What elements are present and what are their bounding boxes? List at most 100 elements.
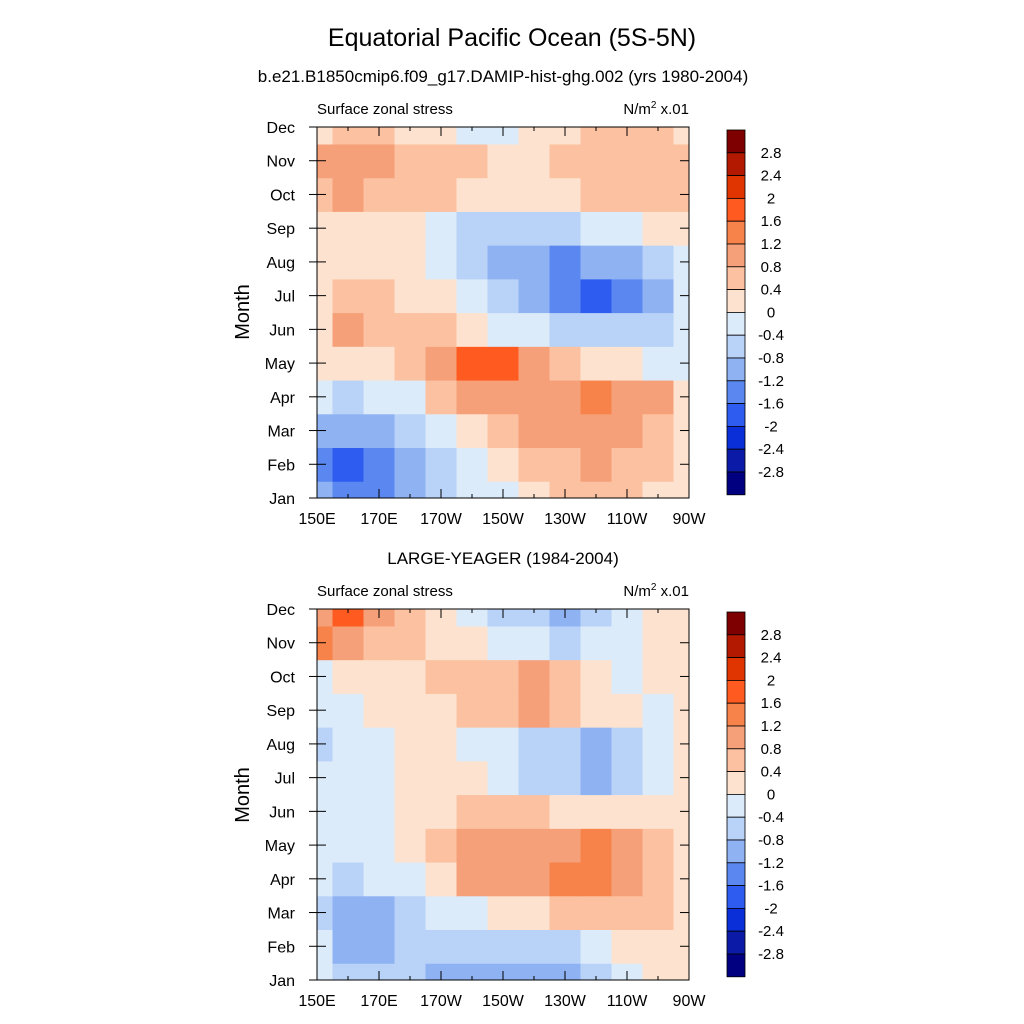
heatmap-cell — [580, 379, 613, 415]
heatmap-cell — [363, 346, 396, 381]
heatmap-cell — [642, 379, 675, 415]
colorbar-box — [726, 748, 746, 772]
heatmap-cell — [456, 413, 489, 449]
colorbar-label: 1.2 — [761, 236, 782, 253]
heatmap-cell — [642, 245, 675, 280]
x-tick-label: 150E — [298, 511, 335, 528]
heatmap-cell — [425, 211, 458, 246]
heatmap-cell — [332, 895, 365, 931]
heatmap-cell — [611, 177, 644, 212]
heatmap-cell — [317, 609, 334, 627]
heatmap-cell — [580, 127, 613, 145]
colorbar-box — [726, 403, 746, 427]
heatmap-cell — [332, 245, 365, 280]
heatmap-cell — [394, 794, 427, 829]
heatmap-cell — [363, 211, 396, 246]
colorbar-box — [726, 702, 746, 727]
heatmap-cell — [394, 447, 427, 482]
heatmap-cell — [611, 828, 644, 863]
heatmap-cell — [425, 895, 458, 931]
heatmap-cell — [394, 312, 427, 347]
colorbar-label: 1.6 — [761, 695, 782, 712]
heatmap-cell — [518, 278, 551, 314]
heatmap-cell — [363, 447, 396, 482]
y-tick-label: Feb — [267, 457, 295, 474]
heatmap-cell — [394, 659, 427, 694]
colorbar-label: 0.4 — [761, 764, 782, 781]
colorbar-label: -1.6 — [758, 878, 784, 895]
heatmap-cell — [642, 447, 675, 482]
colorbar-label: -2 — [764, 900, 777, 917]
colorbar-label: 0.4 — [761, 282, 782, 299]
heatmap-cell — [456, 346, 489, 381]
heatmap-cell — [611, 211, 644, 246]
heatmap-cell — [425, 828, 458, 863]
heatmap-cell — [549, 929, 582, 964]
heatmap-cell — [363, 861, 396, 897]
heatmap-cell — [642, 481, 675, 498]
colorbar-label: 2.8 — [761, 627, 782, 644]
y-tick-label: Dec — [267, 602, 295, 619]
y-tick-label: Jun — [269, 322, 295, 339]
plot-area: 150E 170E 170W 150W 130W 110W 90W Jan Feb Mar Apr M… — [265, 120, 707, 528]
heatmap-cell — [611, 143, 644, 179]
heatmap-cell — [642, 143, 675, 179]
heatmap-cell — [456, 312, 489, 347]
heatmap-cell — [363, 693, 396, 728]
heatmap-cell — [518, 659, 551, 694]
heatmap-cell — [549, 413, 582, 449]
heatmap-cell — [394, 346, 427, 381]
heatmap-cell — [580, 481, 613, 498]
heatmap-cell — [332, 929, 365, 964]
colorbar-label: 1.6 — [761, 213, 782, 230]
heatmap-cell — [642, 312, 675, 347]
heatmap-cells — [317, 609, 689, 980]
heatmap-cell — [518, 760, 551, 796]
heatmap-cell — [518, 929, 551, 964]
heatmap-cell — [332, 177, 365, 212]
colorbar-box — [726, 152, 746, 177]
heatmap-cell — [317, 481, 334, 498]
heatmap-cell — [394, 379, 427, 415]
colorbar-label: 2.4 — [761, 168, 782, 185]
colorbar-box — [726, 885, 746, 909]
heatmap-cell — [642, 609, 675, 627]
heatmap-cell — [332, 278, 365, 314]
heatmap-cell — [363, 727, 396, 762]
y-tick-label: Jul — [275, 771, 295, 788]
heatmap-cell — [456, 447, 489, 482]
heatmap-cell — [642, 625, 675, 661]
heatmap-cell — [425, 143, 458, 179]
heatmap-cell — [487, 211, 520, 246]
colorbar-label: 2.8 — [761, 145, 782, 162]
heatmap-cell — [518, 127, 551, 145]
heatmap-cell — [549, 211, 582, 246]
heatmap-cell — [332, 828, 365, 863]
colorbar-label: 0 — [767, 304, 775, 321]
heatmap-cell — [456, 625, 489, 661]
heatmap-cell — [642, 895, 675, 931]
heatmap-cell — [332, 963, 365, 980]
heatmap-cell — [580, 727, 613, 762]
y-tick-label: Apr — [270, 390, 296, 407]
heatmap-cell — [394, 413, 427, 449]
y-tick-label: Oct — [270, 187, 295, 204]
colorbar-box — [726, 725, 746, 750]
heatmap-cell — [456, 211, 489, 246]
colorbar-box — [726, 953, 746, 978]
heatmap-cell — [518, 143, 551, 179]
x-tick-label: 170E — [360, 511, 397, 528]
heatmap-cell — [394, 828, 427, 863]
heatmap-cell — [549, 727, 582, 762]
heatmap-cell — [642, 760, 675, 796]
heatmap-cell — [456, 177, 489, 212]
colorbar-label: 0.8 — [761, 741, 782, 758]
heatmap-cell — [425, 278, 458, 314]
heatmap-cell — [549, 447, 582, 482]
plot-area: 150E 170E 170W 150W 130W 110W 90W Jan Feb Mar Apr M… — [265, 602, 707, 1010]
colorbar-label: 2 — [767, 672, 775, 689]
heatmap-cell — [518, 379, 551, 415]
heatmap-cell — [394, 861, 427, 897]
heatmap-cell — [580, 625, 613, 661]
heatmap-cell — [580, 794, 613, 829]
